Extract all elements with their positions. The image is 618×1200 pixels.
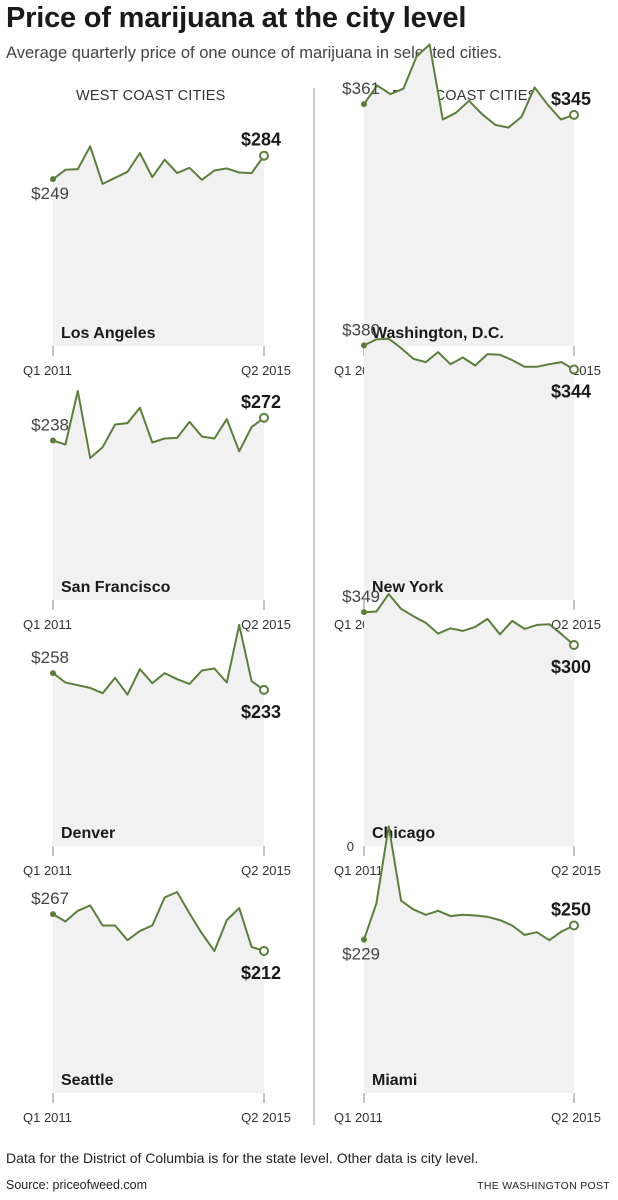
start-point bbox=[50, 437, 56, 444]
end-value-label: $272 bbox=[241, 392, 281, 412]
city-label: Chicago bbox=[372, 825, 435, 842]
start-point bbox=[361, 936, 367, 943]
end-value-label: $344 bbox=[551, 382, 591, 402]
area-fill bbox=[364, 44, 574, 346]
start-value-label: $361 bbox=[342, 79, 380, 98]
x-tick-label-end: Q2 2015 bbox=[241, 617, 291, 632]
area-fill bbox=[364, 594, 574, 846]
price-line bbox=[363, 593, 575, 646]
start-value-label: $258 bbox=[31, 648, 69, 667]
x-tick-label-end: Q2 2015 bbox=[241, 363, 291, 378]
end-point bbox=[569, 109, 579, 120]
y-zero-label: 0 bbox=[347, 839, 354, 854]
source-note: Source: priceofweed.com bbox=[6, 1178, 148, 1192]
price-line bbox=[52, 891, 265, 952]
x-tick-label-start: Q1 2011 bbox=[23, 1110, 72, 1125]
footnote: Data for the District of Columbia is for… bbox=[6, 1150, 479, 1166]
price-line bbox=[52, 390, 265, 459]
end-value-label: $284 bbox=[241, 130, 281, 150]
x-tick-label-start: Q1 2011 bbox=[334, 1110, 383, 1125]
end-point bbox=[569, 920, 579, 931]
end-value-label: $300 bbox=[551, 657, 591, 677]
city-label: San Francisco bbox=[61, 579, 171, 596]
x-tick-label-start: Q1 2011 bbox=[23, 617, 72, 632]
chart-los-angeles: Q1 2011 Q2 2015 Los Angeles $249 $284 bbox=[23, 130, 291, 378]
area-fill bbox=[53, 391, 264, 600]
end-point bbox=[569, 640, 579, 650]
end-value-label: $345 bbox=[551, 89, 591, 109]
page-title: Price of marijuana at the city level bbox=[6, 2, 467, 34]
x-tick-label-end: Q2 2015 bbox=[551, 617, 601, 632]
x-tick-label-end: Q2 2015 bbox=[241, 863, 291, 878]
end-point bbox=[259, 412, 269, 423]
city-label: Seattle bbox=[61, 1072, 114, 1089]
price-line bbox=[363, 825, 575, 942]
x-tick-label-end: Q2 2015 bbox=[241, 1110, 291, 1125]
end-value-label: $233 bbox=[241, 702, 281, 722]
x-tick-label-start: Q1 2011 bbox=[334, 863, 383, 878]
start-value-label: $229 bbox=[342, 945, 380, 964]
city-label: Miami bbox=[372, 1072, 417, 1089]
page-subtitle: Average quarterly price of one ounce of … bbox=[6, 44, 502, 62]
chart-san-francisco: Q1 2011 Q2 2015 San Francisco $238 $272 bbox=[23, 390, 291, 632]
start-point bbox=[361, 609, 367, 616]
start-point bbox=[50, 176, 56, 183]
area-fill bbox=[53, 624, 264, 846]
end-value-label: $212 bbox=[241, 963, 281, 983]
start-value-label: $249 bbox=[31, 184, 69, 203]
area-fill bbox=[53, 146, 264, 346]
price-line bbox=[363, 43, 575, 129]
end-point bbox=[569, 364, 579, 375]
start-point bbox=[361, 101, 367, 108]
chart-seattle: Q1 2011 Q2 2015 Seattle $267 $212 bbox=[23, 889, 291, 1125]
city-label: Washington, D.C. bbox=[372, 325, 504, 342]
chart-miami: Q1 2011 Q2 2015 Miami $229 $250 bbox=[334, 825, 601, 1125]
end-point bbox=[259, 684, 269, 695]
area-fill bbox=[53, 892, 264, 1093]
publisher-credit: THE WASHINGTON POST bbox=[477, 1180, 610, 1192]
end-point bbox=[259, 150, 269, 161]
price-line bbox=[363, 337, 575, 371]
city-label: Denver bbox=[61, 825, 115, 842]
start-value-label: $380 bbox=[342, 320, 380, 339]
end-point bbox=[259, 945, 269, 956]
price-line bbox=[52, 623, 265, 696]
x-tick-label-start: Q1 2011 bbox=[23, 363, 72, 378]
x-tick-label-end: Q2 2015 bbox=[551, 1110, 601, 1125]
start-value-label: $267 bbox=[31, 889, 69, 908]
area-fill bbox=[364, 826, 574, 1093]
start-point bbox=[361, 342, 367, 349]
end-value-label: $250 bbox=[551, 900, 591, 920]
price-line bbox=[52, 145, 265, 185]
start-value-label: $349 bbox=[342, 587, 380, 606]
x-tick-label-end: Q2 2015 bbox=[551, 863, 601, 878]
start-point bbox=[50, 670, 56, 677]
chart-denver: Q1 2011 Q2 2015 Denver $258 $233 bbox=[23, 623, 291, 878]
x-tick-label-start: Q1 2011 bbox=[23, 863, 72, 878]
city-label: New York bbox=[372, 579, 444, 596]
start-point bbox=[50, 911, 56, 918]
area-fill bbox=[364, 338, 574, 600]
start-value-label: $238 bbox=[31, 416, 69, 435]
chart-chicago: Q1 2011 Q2 2015 Chicago $349 $300 0 bbox=[334, 587, 601, 878]
west-column-heading: WEST COAST CITIES bbox=[76, 88, 226, 104]
city-label: Los Angeles bbox=[61, 325, 156, 342]
